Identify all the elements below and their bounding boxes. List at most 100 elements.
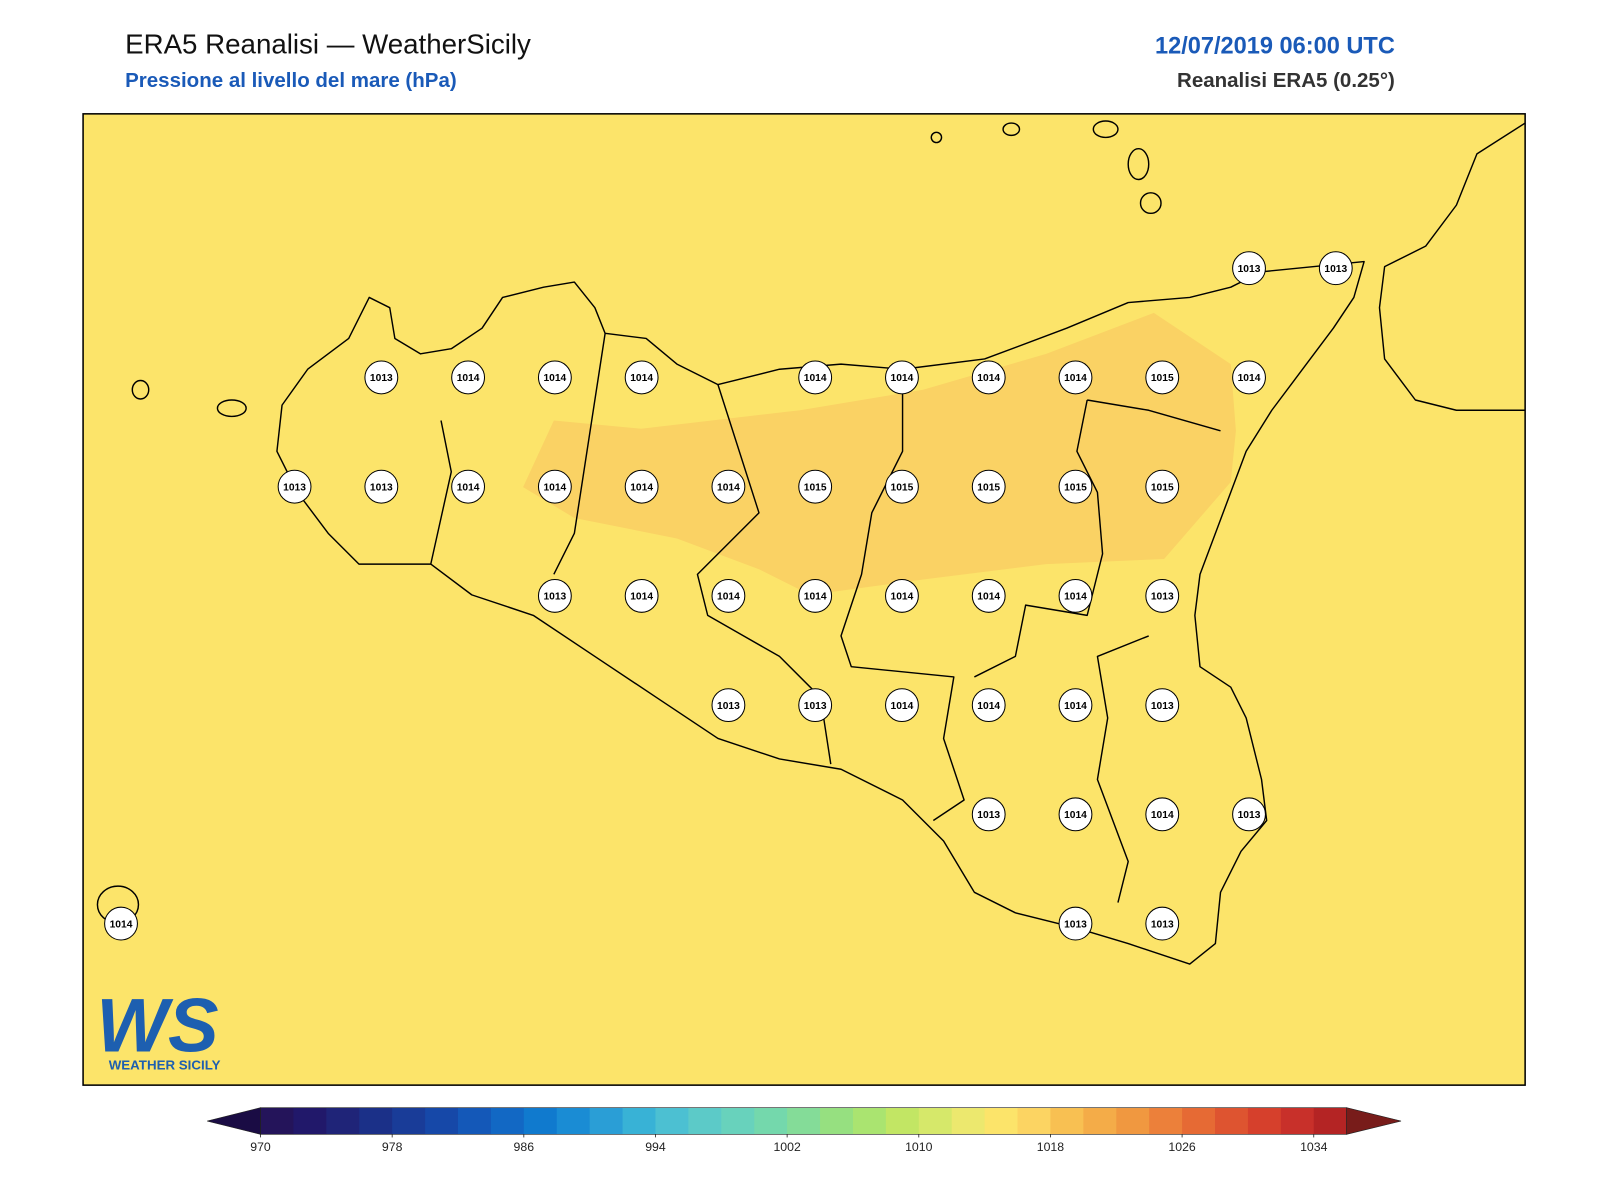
station-value: 1015: [977, 482, 1000, 493]
station-value: 1013: [1238, 810, 1261, 821]
station-labels: 1013 1013 1013 1014 1014 1014 1014 1014 1014 1014…: [104, 251, 1353, 941]
station: 1014: [624, 469, 659, 504]
station-marker: [885, 578, 919, 613]
station-marker: [104, 906, 138, 941]
station-value: 1014: [1064, 701, 1087, 712]
station: 1013: [711, 688, 746, 723]
colorbar-tick-label: 1018: [1037, 1140, 1065, 1154]
colorbar-bin: [820, 1107, 854, 1135]
station-value: 1014: [110, 919, 133, 930]
station: 1014: [1145, 797, 1180, 832]
station-marker: [537, 360, 572, 395]
station: 1014: [451, 469, 486, 504]
station-value: 1013: [370, 373, 393, 384]
station-marker: [1232, 797, 1266, 832]
station-marker: [1058, 906, 1093, 941]
colorbar-bin: [359, 1107, 393, 1135]
colorbar-bin: [260, 1107, 294, 1135]
station-marker: [1145, 797, 1180, 832]
colorbar-bin: [392, 1107, 426, 1135]
station: 1015: [885, 469, 919, 504]
station-value: 1015: [1064, 482, 1087, 493]
colorbar-bin: [556, 1107, 591, 1135]
colorbar-bin: [1083, 1107, 1117, 1135]
colorbar-tick-label: 1010: [905, 1140, 933, 1154]
station-marker: [971, 360, 1006, 395]
colorbar-bin: [293, 1107, 327, 1135]
station-value: 1014: [804, 373, 827, 384]
station-value: 1015: [1151, 482, 1174, 493]
station: 1013: [364, 469, 399, 504]
title: ERA5 Reanalisi — WeatherSicily: [125, 28, 531, 59]
colorbar-bin: [1050, 1107, 1084, 1135]
colorbar-under: [207, 1107, 261, 1135]
station-value: 1013: [1151, 701, 1174, 712]
logo-name: WEATHER SICILY: [109, 1058, 221, 1073]
station: 1013: [1145, 578, 1180, 613]
station: 1015: [798, 469, 833, 504]
colorbar-over: [1346, 1107, 1402, 1135]
station-value: 1013: [1238, 264, 1261, 275]
station-value: 1014: [1151, 810, 1174, 821]
station-marker: [971, 688, 1006, 723]
station-marker: [624, 360, 659, 395]
logo-mark: WS: [96, 983, 218, 1068]
colorbar-tick-label: 970: [250, 1140, 271, 1154]
station-value: 1015: [1151, 373, 1174, 384]
station: 1014: [885, 688, 919, 723]
station: 1014: [537, 469, 572, 504]
station-marker: [1058, 797, 1093, 832]
station-marker: [885, 360, 919, 395]
station-marker: [885, 469, 919, 504]
colorbar-bin: [1247, 1107, 1282, 1135]
station-value: 1014: [630, 592, 653, 603]
colorbar-bin: [326, 1107, 360, 1135]
colorbar-bin: [984, 1107, 1019, 1135]
colorbar-bin: [589, 1107, 624, 1135]
colorbar-bin: [523, 1107, 558, 1135]
colorbar-bin: [787, 1107, 821, 1135]
station-value: 1013: [283, 482, 306, 493]
station-value: 1014: [1064, 592, 1087, 603]
station-marker: [1145, 906, 1180, 941]
station: 1014: [1058, 578, 1093, 613]
station-marker: [1145, 578, 1180, 613]
calabria-coast: [1378, 122, 1526, 411]
station-value: 1015: [891, 482, 914, 493]
station: 1014: [624, 578, 659, 613]
province-borders: [430, 333, 1221, 903]
station: 1013: [1318, 251, 1353, 286]
station-value: 1014: [891, 701, 914, 712]
island: [1092, 120, 1119, 139]
source: Reanalisi ERA5 (0.25°): [1177, 69, 1395, 92]
station-value: 1013: [370, 482, 393, 493]
station-value: 1014: [891, 592, 914, 603]
station: 1015: [1058, 469, 1093, 504]
station-value: 1013: [1064, 919, 1087, 930]
pressure-area: [523, 312, 1236, 595]
colorbar-bin: [1215, 1107, 1249, 1135]
subtitle: Pressione al livello del mare (hPa): [125, 69, 457, 92]
station: 1014: [451, 360, 486, 395]
station: 1014: [971, 360, 1006, 395]
map-frame: [82, 113, 1526, 1086]
colorbar-bin: [655, 1107, 689, 1135]
station: 1014: [1058, 360, 1093, 395]
station-value: 1014: [543, 482, 566, 493]
colorbar-tick-label: 994: [645, 1140, 666, 1154]
station-value: 1014: [717, 592, 740, 603]
station-value: 1013: [1151, 592, 1174, 603]
station: 1014: [1058, 688, 1093, 723]
colorbar-bin: [1280, 1107, 1315, 1135]
station: 1015: [971, 469, 1006, 504]
station: 1014: [711, 469, 746, 504]
islands: [96, 120, 1162, 924]
station-value: 1014: [1238, 373, 1261, 384]
station: 1013: [1058, 906, 1093, 941]
station-marker: [1232, 251, 1266, 286]
station: 1013: [277, 469, 312, 504]
island: [1139, 192, 1162, 215]
station-marker: [1145, 360, 1180, 395]
colorbar-bin: [1116, 1107, 1150, 1135]
station: 1014: [711, 578, 746, 613]
